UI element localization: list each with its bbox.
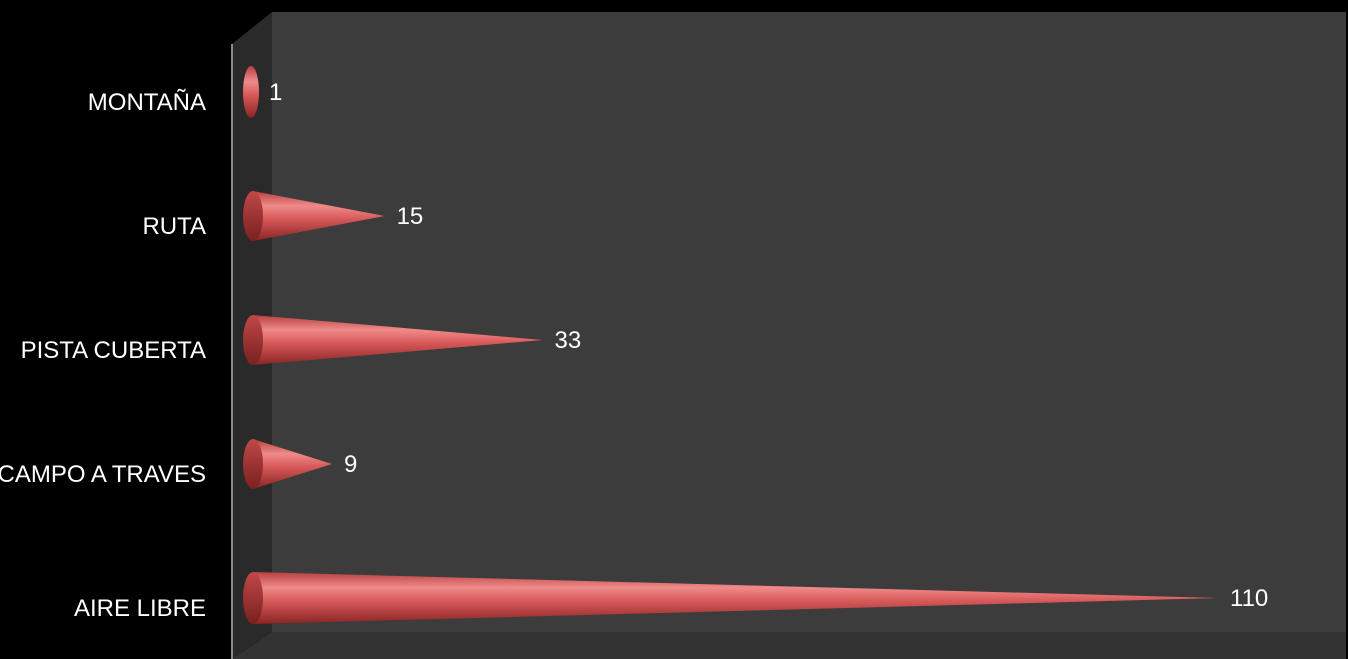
series-bars bbox=[243, 66, 1218, 624]
bar-mark bbox=[253, 191, 385, 241]
category-label-pista-cuberta: PISTA CUBERTA bbox=[21, 337, 206, 364]
bar-ruta bbox=[243, 191, 385, 241]
bar-base bbox=[243, 191, 263, 241]
bar-campo-a-traves bbox=[243, 439, 332, 489]
bar-base bbox=[243, 439, 263, 489]
bar-base bbox=[243, 315, 263, 365]
bar-mark bbox=[243, 66, 259, 118]
bar-montana bbox=[243, 66, 259, 118]
bar-mark bbox=[253, 572, 1218, 624]
category-label-ruta: RUTA bbox=[142, 213, 206, 240]
data-label-aire-libre: 110 bbox=[1230, 585, 1268, 612]
back-wall bbox=[272, 12, 1346, 632]
data-label-ruta: 15 bbox=[397, 203, 424, 230]
floor bbox=[232, 632, 1346, 659]
bar-mark bbox=[253, 439, 332, 489]
category-label-aire-libre: AIRE LIBRE bbox=[74, 595, 206, 622]
data-label-campo-a-traves: 9 bbox=[344, 451, 357, 478]
data-label-montana: 1 bbox=[269, 79, 282, 106]
category-label-campo-a-traves: CAMPO A TRAVES bbox=[0, 461, 206, 488]
bar-base bbox=[243, 572, 263, 624]
category-label-montana: MONTAÑA bbox=[88, 89, 206, 116]
data-label-pista-cuberta: 33 bbox=[555, 327, 582, 354]
bar-mark bbox=[253, 315, 543, 365]
labels: MONTAÑA 1 RUTA 15 PISTA CUBERTA 33 CAMPO A TRA… bbox=[0, 79, 1268, 622]
plot-area bbox=[231, 12, 1346, 659]
bar-aire-libre bbox=[243, 572, 1218, 624]
bar-pista-cuberta bbox=[243, 315, 543, 365]
